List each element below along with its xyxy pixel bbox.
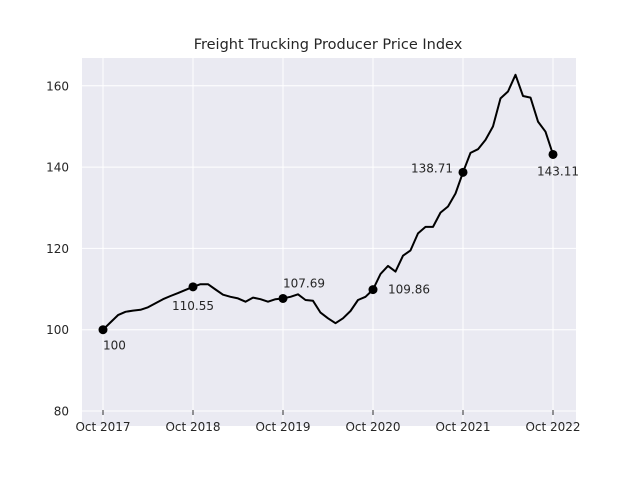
grid-lines (82, 58, 576, 426)
y-tick-label: 120 (46, 242, 69, 256)
annotation-marker (278, 293, 288, 303)
annotation-label: 143.11 (537, 164, 579, 178)
annotation-marker (548, 149, 558, 159)
x-tick-label: Oct 2017 (75, 420, 130, 434)
series-line-ppi (102, 73, 554, 331)
x-tick-label: Oct 2018 (165, 420, 220, 434)
annotation-label: 110.55 (172, 299, 214, 313)
y-tick-label: 140 (46, 161, 69, 175)
annotation-marker (458, 167, 468, 177)
x-tick-label: Oct 2019 (255, 420, 310, 434)
x-tick-label: Oct 2020 (345, 420, 400, 434)
tick-labels: 80 100 120 140 160 Oct 2017 Oct 2018 Oct 2019 Oc… (46, 79, 580, 434)
annotation-marker (98, 325, 108, 335)
chart-title: Freight Trucking Producer Price Index (194, 37, 463, 53)
annotation-marker (368, 285, 378, 295)
y-tick-label: 100 (46, 323, 69, 337)
annotations: 100 110.55 107.69 109.86 138.71 143.11 (98, 149, 579, 353)
annotation-label: 109.86 (388, 283, 430, 297)
annotation-marker (188, 282, 198, 292)
x-tick-label: Oct 2022 (525, 420, 580, 434)
plot-area (82, 58, 576, 426)
annotation-label: 107.69 (283, 276, 325, 290)
x-tick-label: Oct 2021 (435, 420, 490, 434)
y-tick-label: 160 (46, 79, 69, 93)
annotation-label: 100 (103, 339, 126, 353)
y-tick-label: 80 (54, 405, 69, 419)
annotation-label: 138.71 (411, 161, 453, 175)
